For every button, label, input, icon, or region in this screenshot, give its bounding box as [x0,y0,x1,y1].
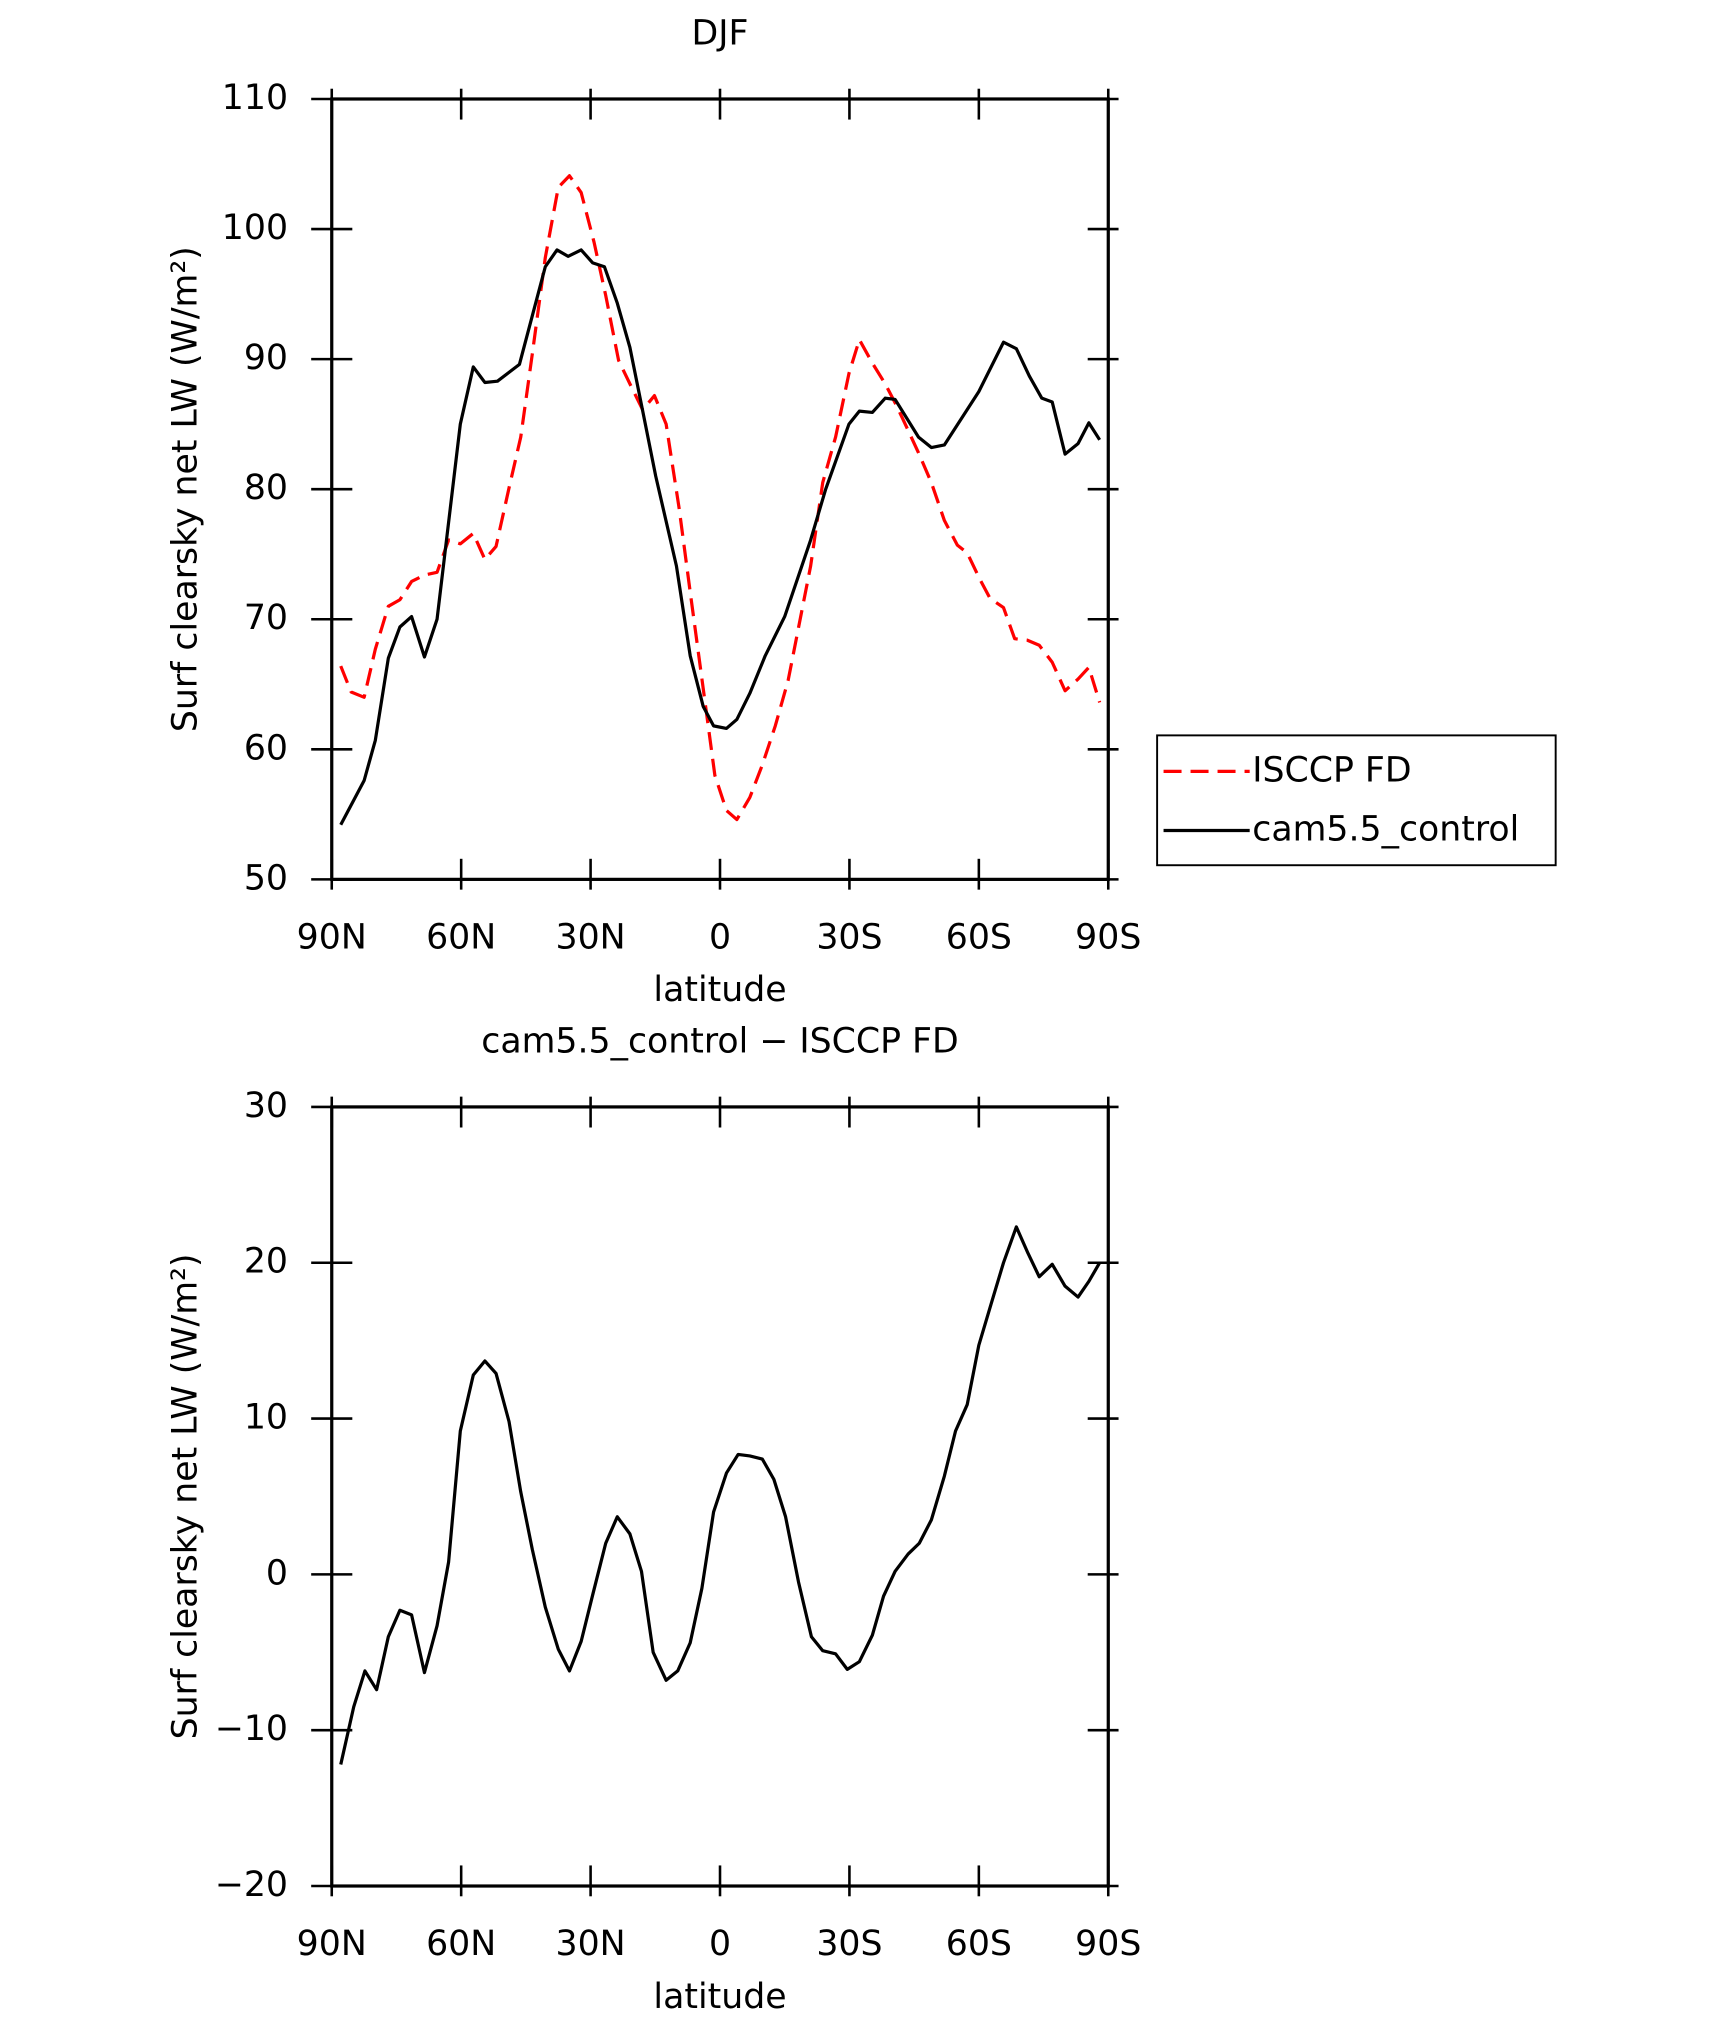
x-tick-label: 90S [1075,1924,1141,1964]
x-tick-label: 60N [426,1924,496,1964]
legend-label: ISCCP FD [1252,750,1411,790]
series-line [339,1225,1102,1765]
x-tick-label: 90N [297,918,367,958]
y-tick-label: 110 [222,78,288,118]
chart-title: DJF [692,14,749,54]
y-tick-label: 30 [244,1086,288,1126]
x-tick-label: 90S [1075,918,1141,958]
y-tick-label: 10 [244,1398,288,1438]
y-tick-label: 60 [244,728,288,768]
x-tick-label: 30N [556,918,626,958]
y-tick-label: 100 [222,208,288,248]
legend-box [1156,734,1557,867]
legend-label: cam5.5_control [1252,810,1519,850]
x-tick-label: 30N [556,1924,626,1964]
y-tick-label: 0 [266,1553,288,1593]
x-tick-label: 30S [816,918,882,958]
chart-title: cam5.5_control − ISCCP FD [481,1022,958,1062]
y-tick-label: 70 [244,598,288,638]
y-tick-label: 90 [244,338,288,378]
y-tick-label: 80 [244,468,288,508]
y-axis-label: Surf clearsky net LW (W/m²) [165,1253,205,1739]
x-tick-label: 0 [709,918,731,958]
plot-frame [330,97,1110,881]
series-line [339,248,1102,826]
x-tick-label: 0 [709,1924,731,1964]
x-tick-label: 60S [946,1924,1012,1964]
y-tick-label: 20 [244,1242,288,1282]
x-tick-label: 90N [297,1924,367,1964]
y-axis-label: Surf clearsky net LW (W/m²) [165,246,205,732]
series-line [339,174,1102,822]
y-tick-label: −20 [215,1865,288,1905]
x-axis-label: latitude [653,1977,786,2017]
y-tick-label: 50 [244,858,288,898]
x-tick-label: 60S [946,918,1012,958]
x-tick-label: 60N [426,918,496,958]
x-tick-label: 30S [816,1924,882,1964]
x-axis-label: latitude [653,970,786,1010]
y-tick-label: −10 [215,1709,288,1749]
